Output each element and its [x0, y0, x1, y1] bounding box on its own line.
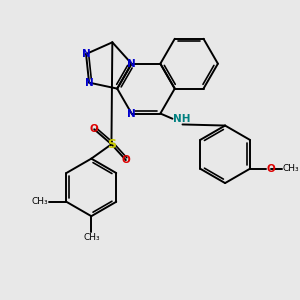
Text: CH₃: CH₃ [282, 164, 299, 173]
Text: O: O [90, 124, 99, 134]
Text: N: N [85, 78, 93, 88]
Text: O: O [266, 164, 275, 174]
Text: CH₃: CH₃ [31, 197, 48, 206]
Text: O: O [122, 155, 130, 165]
Text: S: S [107, 138, 116, 151]
Text: N: N [127, 109, 136, 118]
Text: N: N [127, 59, 136, 69]
Text: CH₃: CH₃ [83, 233, 100, 242]
Text: N: N [82, 49, 90, 59]
Text: NH: NH [173, 114, 190, 124]
